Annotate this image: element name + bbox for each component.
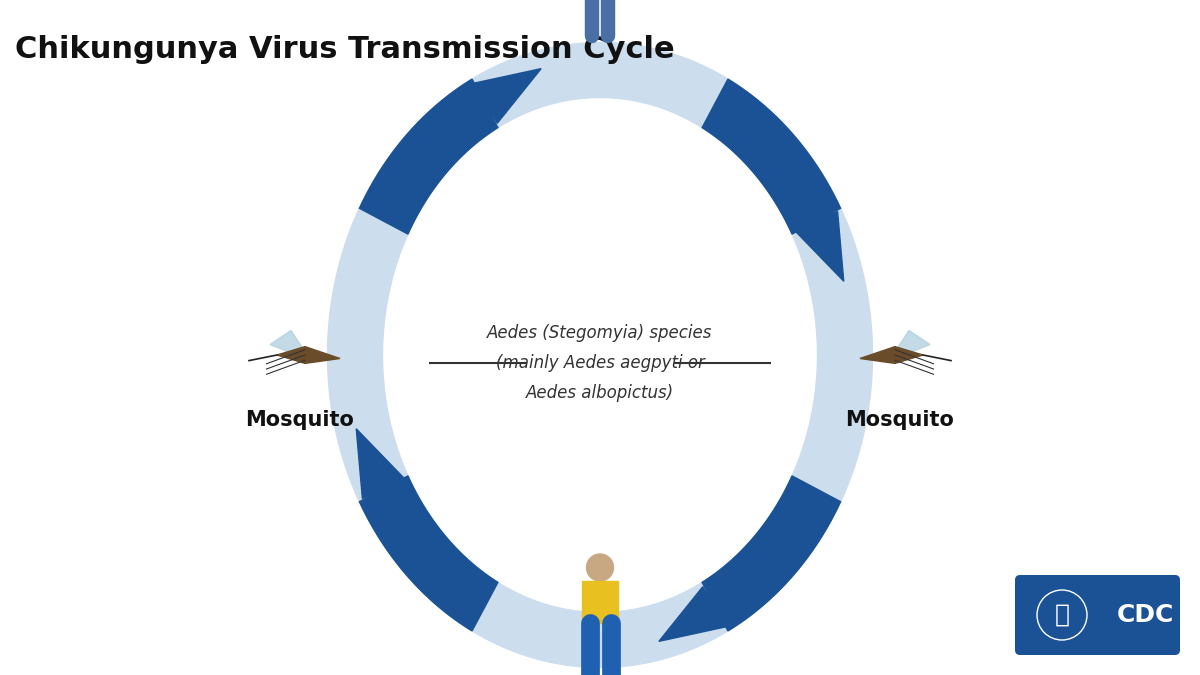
- Text: Mosquito: Mosquito: [246, 410, 354, 430]
- FancyBboxPatch shape: [1015, 575, 1180, 655]
- Text: Chikungunya Virus Transmission Cycle: Chikungunya Virus Transmission Cycle: [14, 35, 674, 64]
- Polygon shape: [473, 69, 541, 124]
- Text: 🦅: 🦅: [1055, 603, 1069, 627]
- Polygon shape: [359, 476, 498, 631]
- Polygon shape: [659, 587, 727, 641]
- Polygon shape: [328, 43, 872, 668]
- Text: Mosquito: Mosquito: [846, 410, 954, 430]
- Text: Aedes (Stegomyia) species: Aedes (Stegomyia) species: [487, 324, 713, 342]
- Polygon shape: [895, 331, 930, 358]
- Text: CDC: CDC: [1116, 603, 1174, 627]
- Polygon shape: [356, 429, 404, 499]
- Polygon shape: [796, 211, 844, 281]
- Text: Aedes albopictus): Aedes albopictus): [526, 384, 674, 402]
- Polygon shape: [702, 476, 841, 631]
- Bar: [582, 581, 618, 623]
- Text: (mainly Aedes aegpyti or: (mainly Aedes aegpyti or: [496, 354, 704, 372]
- Polygon shape: [702, 79, 841, 234]
- Polygon shape: [860, 346, 923, 363]
- Polygon shape: [277, 346, 340, 363]
- Polygon shape: [270, 331, 305, 358]
- Circle shape: [587, 554, 613, 581]
- Polygon shape: [359, 79, 498, 234]
